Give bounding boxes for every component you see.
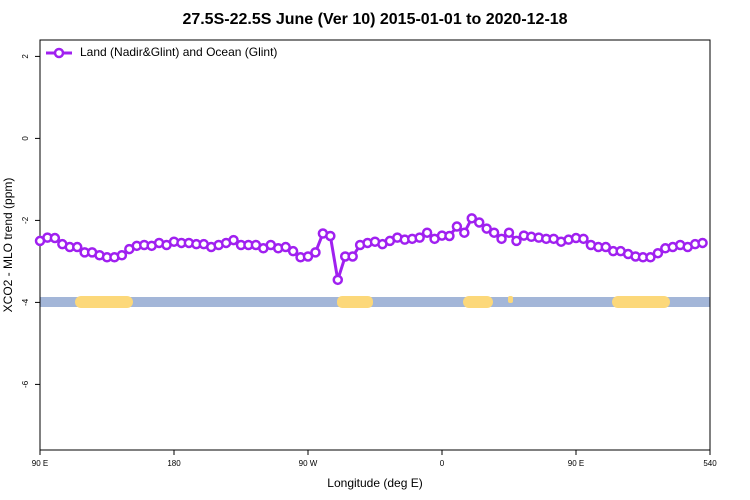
land-segment <box>612 296 670 308</box>
data-point <box>511 235 522 247</box>
data-point <box>287 245 299 257</box>
data-point <box>645 252 656 263</box>
data-point <box>466 213 478 224</box>
chart-title: 27.5S-22.5S June (Ver 10) 2015-01-01 to … <box>182 11 567 28</box>
y-tick-label: -4 <box>21 298 30 306</box>
land-ocean-band <box>40 296 710 308</box>
x-tick-label: 180 <box>167 459 181 468</box>
data-point <box>332 274 344 286</box>
data-point <box>310 247 321 258</box>
data-point <box>280 241 291 253</box>
y-tick-label: -2 <box>21 216 30 224</box>
x-tick-label: 90 E <box>32 459 48 468</box>
data-point <box>49 232 61 244</box>
x-tick-label: 90 E <box>568 459 584 468</box>
x-tick-label: 540 <box>703 459 717 468</box>
data-point <box>71 241 83 253</box>
data-point <box>473 217 485 228</box>
data-point <box>444 230 455 242</box>
x-tick-label: 90 W <box>299 459 318 468</box>
data-point <box>503 227 515 238</box>
y-tick-label: 0 <box>21 136 30 141</box>
land-segment <box>463 296 493 308</box>
x-tick-label: 0 <box>440 459 445 468</box>
legend-marker <box>53 47 65 59</box>
data-point <box>325 230 336 242</box>
x-axis-label: Longitude (deg E) <box>327 476 422 490</box>
data-point <box>578 233 589 245</box>
legend-label: Land (Nadir&Glint) and Ocean (Glint) <box>80 45 277 59</box>
data-point <box>451 221 463 232</box>
data-point <box>421 227 433 238</box>
data-point <box>652 247 664 259</box>
data-point <box>414 232 425 243</box>
data-point <box>600 241 612 253</box>
y-tick-label: -6 <box>21 380 30 388</box>
data-point <box>459 227 470 238</box>
land-segment <box>75 296 133 308</box>
data-point <box>302 251 314 262</box>
data-point <box>347 251 358 262</box>
data-point <box>228 234 239 246</box>
ocean-band <box>40 297 710 307</box>
y-tick-label: 2 <box>21 54 30 59</box>
land-segment <box>337 296 373 308</box>
data-point <box>496 233 507 245</box>
land-segment <box>508 296 513 303</box>
data-point <box>481 223 492 234</box>
data-point <box>116 250 128 261</box>
y-axis-label: XCO2 - MLO trend (ppm) <box>1 178 15 313</box>
data-point <box>488 227 500 238</box>
data-point <box>697 237 708 249</box>
